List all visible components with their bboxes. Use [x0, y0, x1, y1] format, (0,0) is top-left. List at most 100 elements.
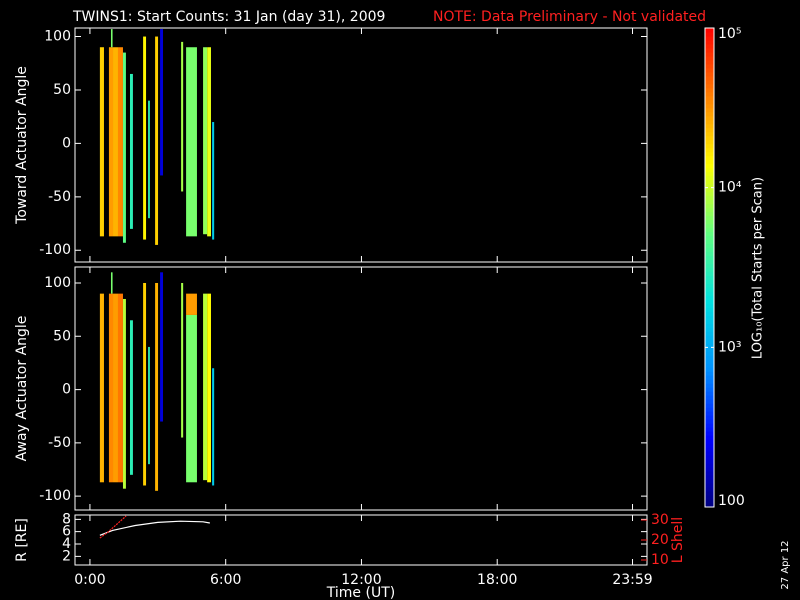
colorbar-swatch — [705, 395, 714, 400]
orbit-line — [99, 520, 210, 536]
colorbar-swatch — [705, 231, 714, 237]
colorbar-swatch — [705, 411, 714, 416]
colorbar-swatch — [705, 119, 714, 125]
colorbar-swatch — [705, 131, 714, 137]
colorbar-swatch — [705, 139, 714, 145]
colorbar-swatch — [705, 447, 714, 452]
colorbar-swatch — [705, 279, 714, 284]
colorbar-swatch — [705, 443, 714, 448]
y-tick-label: 0 — [62, 382, 71, 398]
colorbar-swatch — [705, 339, 714, 344]
spectrogram-cell — [113, 47, 118, 237]
colorbar-swatch — [705, 267, 714, 272]
colorbar-swatch — [705, 487, 714, 492]
colorbar-frame — [704, 27, 715, 508]
colorbar-swatch — [705, 239, 714, 245]
colorbar-swatch — [705, 383, 714, 388]
colorbar-swatch — [705, 319, 714, 324]
colorbar-swatch — [705, 215, 714, 221]
colorbar-swatch — [705, 379, 714, 384]
x-tick-label: 12:00 — [341, 572, 381, 588]
colorbar-swatch — [705, 247, 714, 253]
spectrogram-cell — [110, 272, 113, 294]
x-axis-label: Time (UT) — [326, 585, 395, 600]
colorbar-swatch — [705, 179, 714, 185]
colorbar-swatch — [705, 47, 714, 53]
spectrogram-cell — [113, 293, 118, 483]
colorbar-swatch — [705, 479, 714, 484]
colorbar-tick-label: 10⁴ — [718, 180, 742, 196]
y-tick-label: -100 — [39, 488, 71, 504]
colorbar-swatch — [705, 143, 714, 149]
colorbar-swatch — [705, 127, 714, 133]
colorbar-swatch — [705, 123, 714, 129]
colorbar-swatch — [705, 243, 714, 249]
y2-axis-label: L Shell — [670, 517, 686, 563]
y-tick-label: 0 — [62, 135, 71, 151]
colorbar-swatch — [705, 107, 714, 113]
colorbar-swatch — [705, 171, 714, 177]
colorbar-swatch — [705, 407, 714, 412]
y-tick-label: 100 — [44, 275, 71, 291]
spectrogram-cell — [181, 282, 184, 438]
colorbar-swatch — [705, 251, 714, 257]
colorbar-swatch — [705, 495, 714, 500]
spectrogram-cell — [129, 320, 133, 475]
colorbar-swatch — [705, 28, 714, 33]
colorbar-tick-label: 10³ — [718, 339, 741, 355]
spectrogram-cell — [122, 52, 126, 243]
spectrogram-cell — [99, 47, 104, 237]
y2-tick-label: 20 — [651, 532, 669, 548]
colorbar-swatch — [705, 359, 714, 364]
colorbar-swatch — [705, 431, 714, 436]
colorbar-swatch — [705, 311, 714, 316]
spectrogram-cell — [148, 346, 150, 465]
colorbar-swatch — [705, 83, 714, 89]
colorbar-swatch — [705, 439, 714, 444]
spectrogram-cell — [207, 293, 211, 483]
colorbar-swatch — [705, 235, 714, 241]
colorbar-tick-label: 10⁵ — [718, 26, 741, 42]
colorbar-swatch — [705, 71, 714, 77]
y-tick-label: 6 — [62, 524, 71, 540]
colorbar-swatch — [705, 375, 714, 380]
spectrogram-cell — [160, 29, 164, 176]
colorbar-label: LOG₁₀(Total Starts per Scan) — [751, 177, 766, 359]
colorbar-swatch — [705, 459, 714, 464]
spectrogram-cell — [203, 293, 208, 481]
spectrogram-cell — [186, 293, 197, 315]
colorbar-swatch — [705, 327, 714, 332]
spectrogram-cell — [212, 368, 215, 486]
colorbar-swatch — [705, 291, 714, 296]
colorbar-swatch — [705, 299, 714, 304]
spectrogram-cell — [110, 29, 113, 48]
colorbar-swatch — [705, 271, 714, 276]
colorbar-swatch — [705, 263, 714, 268]
y-tick-label: 8 — [62, 511, 71, 527]
colorbar-swatch — [705, 423, 714, 428]
colorbar-swatch — [705, 335, 714, 340]
spectrogram-cell — [186, 47, 197, 237]
colorbar-swatch — [705, 151, 714, 157]
y-tick-label: 50 — [53, 82, 71, 98]
colorbar-swatch — [705, 367, 714, 372]
colorbar-swatch — [705, 75, 714, 81]
colorbar-swatch — [705, 451, 714, 456]
colorbar-swatch — [705, 43, 714, 49]
colorbar-swatch — [705, 483, 714, 488]
spectrogram-cell — [148, 100, 150, 219]
spectrogram-cell — [212, 122, 215, 240]
title: TWINS1: Start Counts: 31 Jan (day 31), 2… — [72, 9, 385, 25]
spectrogram-cell — [122, 298, 126, 489]
colorbar-swatch — [705, 363, 714, 368]
colorbar-swatch — [705, 463, 714, 468]
colorbar-swatch — [705, 475, 714, 480]
colorbar-swatch — [705, 175, 714, 181]
spectrogram-cell — [181, 41, 184, 192]
x-tick-label: 0:00 — [74, 572, 105, 588]
colorbar-swatch — [705, 307, 714, 312]
colorbar-swatch — [705, 91, 714, 97]
spectrogram-cell — [108, 47, 114, 237]
colorbar-swatch — [705, 87, 714, 93]
